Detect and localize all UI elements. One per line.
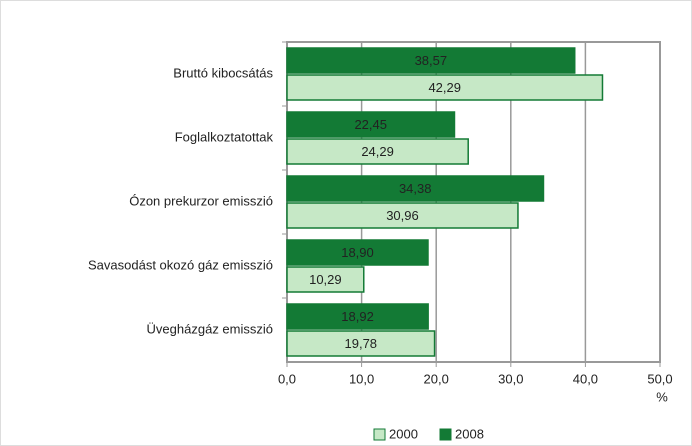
value-label: 34,38 [399, 181, 432, 196]
y-tick-label: Foglalkoztatottak [175, 129, 274, 144]
plot-frame [286, 41, 661, 363]
x-tick-label: 10,0 [349, 371, 374, 386]
legend-label: 2008 [455, 426, 484, 441]
x-tick-label: 30,0 [498, 371, 523, 386]
value-label: 18,92 [341, 309, 374, 324]
x-tick-label: 50,0 [647, 371, 672, 386]
value-label: 24,29 [361, 144, 394, 159]
bar [286, 74, 604, 101]
value-label: 38,57 [415, 53, 448, 68]
legend-swatch [439, 428, 452, 441]
value-label: 42,29 [428, 80, 461, 95]
x-tick-label: 20,0 [424, 371, 449, 386]
bar [286, 330, 436, 357]
bar [286, 138, 469, 165]
x-axis-label: % [656, 389, 668, 404]
value-label: 22,45 [354, 117, 387, 132]
bar [286, 239, 429, 266]
bar [286, 47, 576, 74]
bar [286, 202, 519, 229]
y-tick-label: Bruttó kibocsátás [173, 65, 273, 80]
value-label: 19,78 [345, 336, 378, 351]
legend-label: 2000 [389, 426, 418, 441]
x-tick-label: 40,0 [573, 371, 598, 386]
bar [286, 111, 456, 138]
y-tick-label: Ózon prekurzor emisszió [129, 193, 273, 208]
value-label: 30,96 [386, 208, 419, 223]
value-label: 18,90 [341, 245, 374, 260]
value-label: 10,29 [309, 272, 342, 287]
bar [286, 266, 365, 293]
x-tick-label: 0,0 [278, 371, 296, 386]
bar [286, 303, 429, 330]
legend-swatch [373, 428, 386, 441]
y-tick-label: Üvegházgáz emisszió [147, 321, 273, 336]
y-tick-label: Savasodást okozó gáz emisszió [88, 257, 273, 272]
bar [286, 175, 545, 202]
